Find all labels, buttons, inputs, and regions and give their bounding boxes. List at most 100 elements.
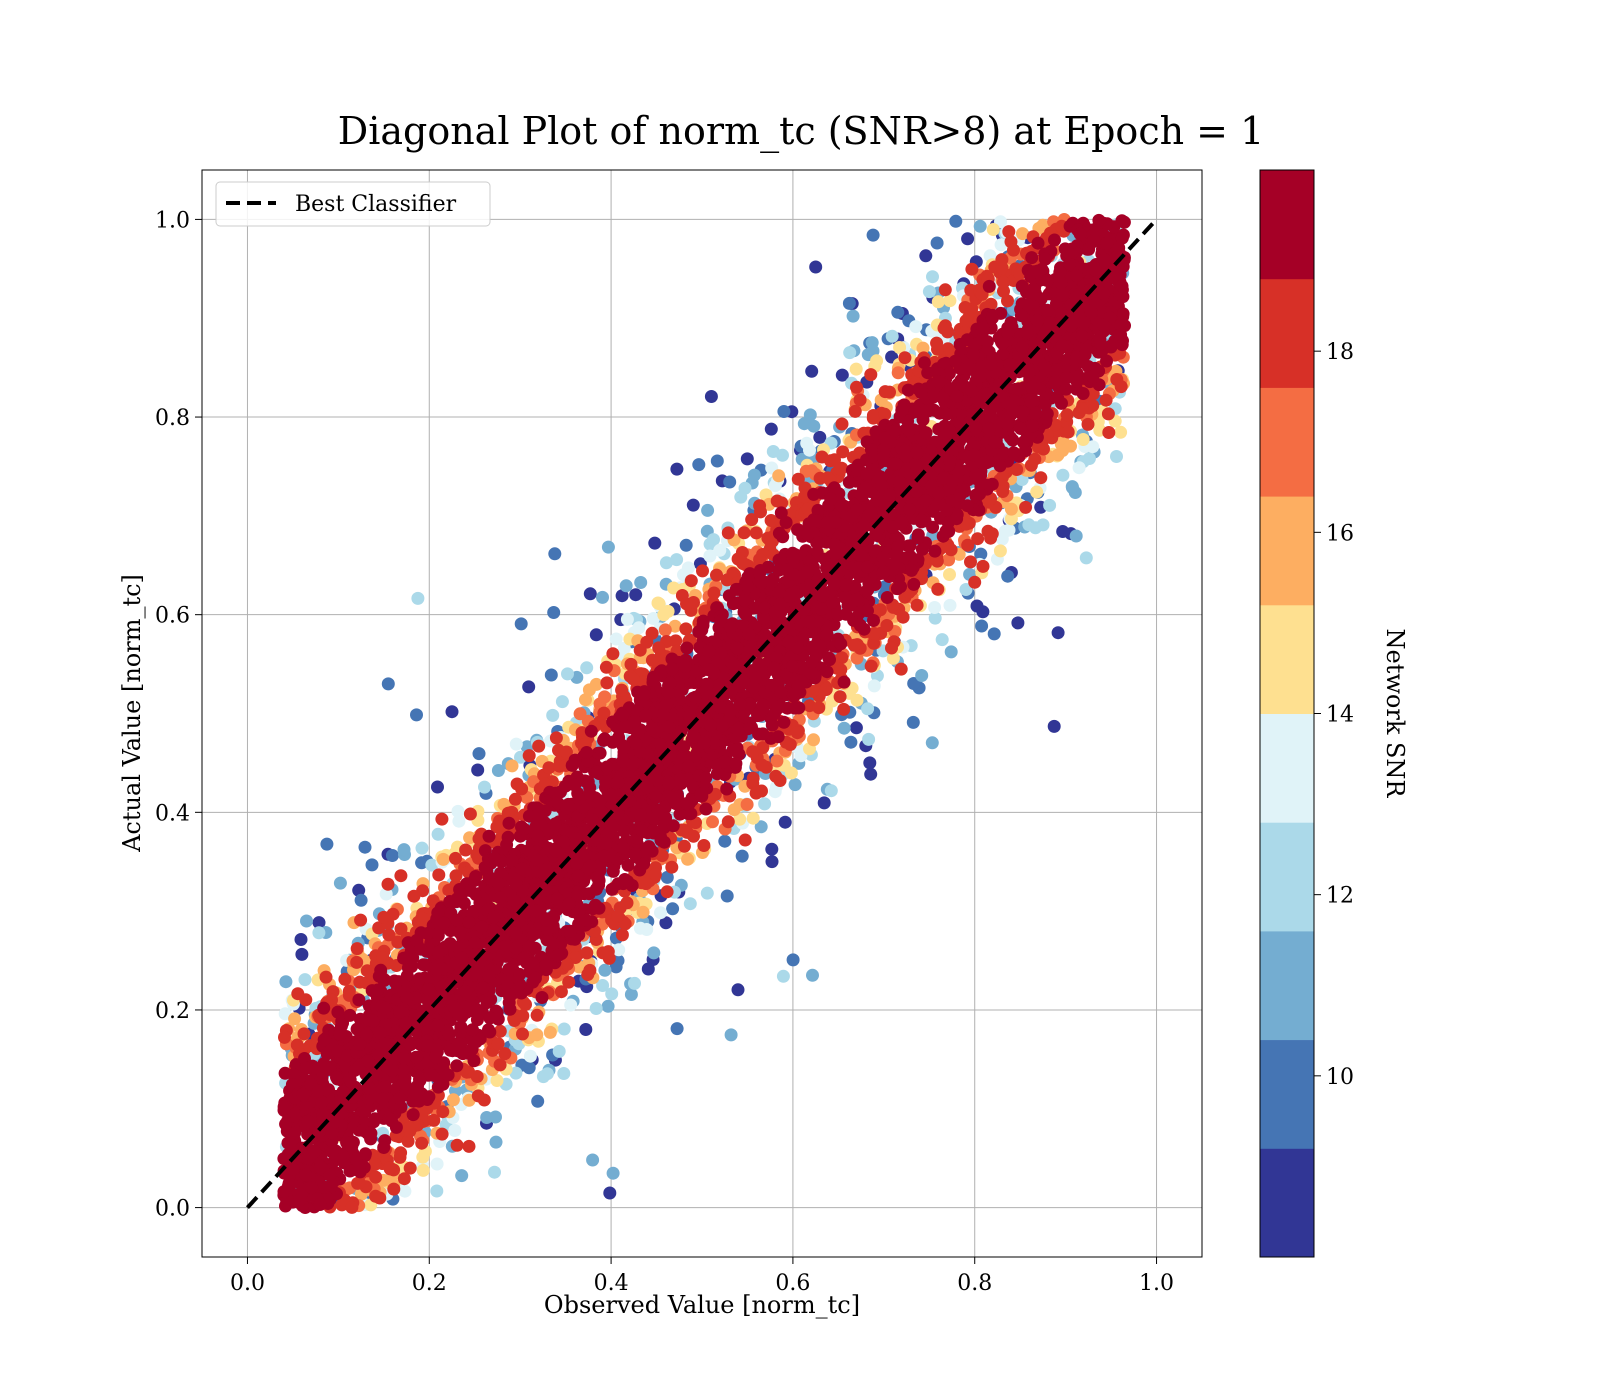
scatter-point [975, 619, 989, 633]
scatter-point [1056, 525, 1070, 538]
scatter-point [312, 926, 326, 940]
scatter-point [710, 454, 724, 468]
scatter-point [425, 858, 439, 872]
scatter-point [667, 581, 681, 595]
scatter-point [354, 893, 368, 907]
scatter-point [754, 505, 767, 519]
scatter-point [445, 705, 459, 719]
scatter-point [372, 969, 386, 983]
scatter-point [784, 766, 798, 780]
scatter-point [415, 841, 429, 855]
scatter-point [1001, 569, 1015, 583]
chart-title: Diagonal Plot of norm_tc (SNR>8) at Epoc… [338, 109, 1265, 154]
scatter-point [704, 390, 718, 403]
scatter-point [383, 1161, 397, 1175]
scatter-point [586, 1153, 600, 1167]
scatter-point [824, 784, 838, 798]
scatter-point [970, 599, 984, 613]
scatter-point [1025, 251, 1039, 265]
scatter-point [777, 405, 791, 418]
scatter-point [628, 976, 641, 990]
scatter-point [720, 782, 734, 796]
scatter-point [385, 849, 399, 862]
scatter-point [430, 1184, 444, 1198]
scatter-point [1056, 444, 1070, 457]
scatter-point [601, 540, 615, 554]
scatter-point [696, 564, 709, 578]
scatter-point [738, 833, 752, 847]
scatter-point [620, 896, 634, 910]
scatter-point [297, 1027, 311, 1041]
scatter-point [410, 708, 423, 722]
scatter-point [842, 296, 856, 310]
scatter-point [320, 837, 334, 851]
scatter-point [993, 544, 1007, 558]
scatter-point [1056, 468, 1070, 482]
scatter-point [1114, 425, 1128, 439]
scatter-point [554, 985, 568, 999]
scatter-point [687, 829, 700, 843]
scatter-point [1011, 616, 1025, 630]
scatter-point [788, 778, 802, 792]
scatter-point [547, 606, 561, 619]
scatter-point [850, 380, 863, 394]
scatter-point [350, 955, 364, 969]
scatter-point [680, 597, 693, 611]
scatter-point [373, 1191, 387, 1205]
scatter-point [636, 905, 650, 919]
scatter-point [721, 815, 735, 829]
scatter-point [737, 526, 751, 540]
scatter-point [679, 538, 693, 552]
scatter-point [478, 780, 491, 794]
scatter-point [350, 942, 364, 956]
scatter-point [959, 583, 973, 596]
scatter-point [278, 1030, 291, 1044]
scatter-point [605, 987, 619, 1001]
scatter-point [724, 1028, 738, 1042]
scatter-point [928, 611, 942, 625]
scatter-point [580, 946, 594, 960]
scatter-point [603, 1186, 617, 1200]
scatter-point [522, 680, 536, 694]
scatter-point [516, 1027, 529, 1041]
scatter-point [998, 524, 1012, 538]
scatter-point [740, 798, 754, 811]
scatter-point [707, 586, 721, 600]
scatter-point [654, 906, 667, 920]
scatter-point [387, 1182, 401, 1196]
scatter-point [823, 653, 836, 667]
scatter-point [935, 633, 949, 647]
scatter-point [754, 820, 768, 834]
scatter-point [670, 462, 684, 476]
scatter-point [749, 786, 763, 800]
scatter-point [619, 579, 633, 593]
scatter-point [866, 409, 880, 422]
scatter-point [926, 270, 939, 284]
scatter-point [837, 702, 851, 716]
scatter-point [452, 814, 466, 828]
scatter-point [848, 404, 862, 418]
scatter-point [606, 1166, 620, 1180]
scatter-point [893, 341, 907, 354]
scatter-point [864, 368, 878, 382]
scatter-point [666, 902, 680, 916]
scatter-point [994, 238, 1008, 252]
scatter-point [365, 858, 379, 872]
scatter-point [509, 737, 523, 751]
scatter-point [965, 262, 979, 276]
scatter-point [294, 933, 308, 946]
scatter-point [546, 708, 560, 722]
scatter-point [701, 503, 715, 517]
scatter-point [477, 1093, 491, 1107]
scatter-point [1051, 626, 1065, 640]
scatter-point [552, 1044, 566, 1058]
scatter-point [629, 588, 643, 602]
scatter-point [925, 736, 939, 750]
scatter-point [776, 969, 790, 983]
scatter-point [411, 591, 425, 605]
scatter-point [1002, 225, 1016, 239]
scatter-point [580, 661, 594, 675]
scatter-point [1004, 512, 1018, 526]
scatter-point [928, 601, 942, 614]
scatter-point [679, 622, 693, 636]
